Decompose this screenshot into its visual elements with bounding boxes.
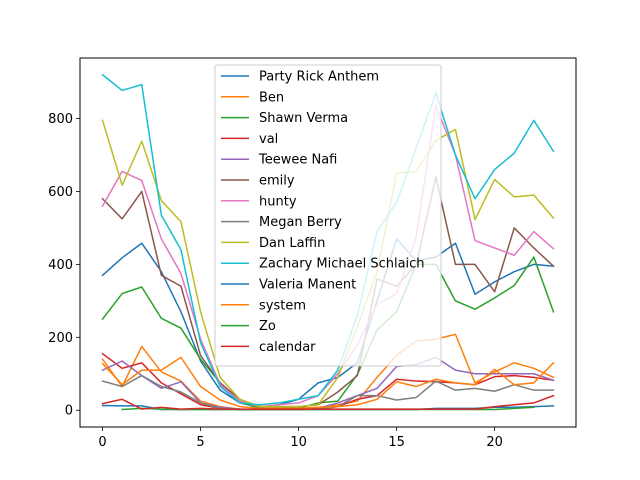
series-line-8 [101,119,555,408]
legend-label: hunty [259,194,297,209]
legend-label: emily [259,174,295,189]
series-line-11 [101,356,555,410]
legend-box [214,64,442,367]
legend: Party Rick Anthem Ben Shawn Verma val Teewee… [214,64,442,367]
x-tick-label: 10 [290,435,307,450]
legend-label: Dan Laffin [259,236,325,251]
series-layer [101,73,555,411]
legend-label: Megan Berry [259,215,342,230]
legend-label: Zo [259,319,276,334]
y-axis: 0 200 400 600 800 [48,112,80,419]
series-line-4 [101,356,555,411]
legend-label: Party Rick Anthem [259,70,379,85]
legend-label: Shawn Verma [259,111,348,126]
x-tick-label: 20 [486,435,503,450]
series-line-6 [101,105,555,408]
x-tick-label: 15 [388,435,405,450]
y-tick-label: 600 [48,185,73,200]
y-tick-label: 200 [48,331,73,346]
series-line-2 [101,256,555,410]
y-tick-label: 400 [48,258,73,273]
x-tick-label: 0 [98,435,106,450]
x-tick-label: 5 [196,435,204,450]
series-line-5 [101,176,555,408]
series-line-9 [101,73,555,406]
legend-label: val [259,132,278,147]
series-line-0 [101,238,555,409]
legend-label: system [259,298,306,313]
axes-frame [79,57,577,428]
legend-label: Ben [259,90,284,105]
series-line-13 [101,394,555,410]
y-tick-label: 0 [65,404,73,419]
y-tick-label: 800 [48,112,73,127]
legend-label: Zachary Michael Schlaich [259,257,425,272]
legend-label: Valeria Manent [259,278,356,293]
legend-label: calendar [259,340,316,355]
legend-label: Teewee Nafi [258,153,337,168]
x-axis: 0 5 10 15 20 [98,427,503,450]
